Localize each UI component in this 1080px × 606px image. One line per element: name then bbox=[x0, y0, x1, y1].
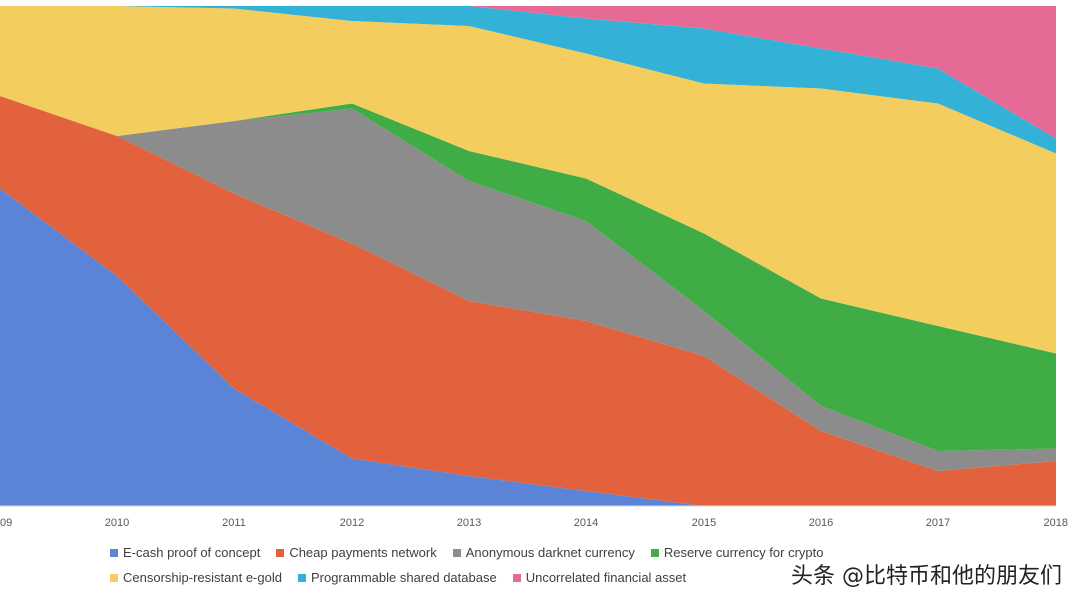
area-reserve-currency-for-crypto bbox=[0, 96, 1056, 451]
legend-label: Cheap payments network bbox=[289, 545, 437, 560]
x-tick-label: 2012 bbox=[340, 517, 364, 529]
legend-swatch bbox=[110, 573, 118, 582]
legend-swatch bbox=[650, 548, 659, 557]
x-tick-label: 2013 bbox=[457, 517, 481, 529]
legend-row-2: Censorship-resistant e-gold Programmable … bbox=[110, 565, 910, 590]
legend-item: Anonymous darknet currency bbox=[452, 545, 635, 560]
x-tick-label: 2010 bbox=[105, 517, 129, 529]
area-uncorrelated-financial-asset bbox=[0, 6, 1056, 139]
legend-item: Cheap payments network bbox=[276, 545, 437, 560]
x-tick-label: 2018 bbox=[1044, 517, 1068, 529]
area-censorship-resistant-e-gold bbox=[0, 6, 1056, 354]
x-tick-label: 09 bbox=[0, 517, 12, 529]
area-cheap-payments-network bbox=[0, 96, 1056, 506]
area-anonymous-darknet-currency bbox=[0, 96, 1056, 471]
legend-label: Censorship-resistant e-gold bbox=[123, 570, 282, 585]
legend-item: Programmable shared database bbox=[297, 570, 497, 585]
legend-item: Uncorrelated financial asset bbox=[512, 570, 687, 585]
legend-swatch bbox=[297, 573, 306, 582]
legend-label: Anonymous darknet currency bbox=[465, 545, 635, 560]
x-tick-label: 2014 bbox=[574, 517, 598, 529]
legend-item: Reserve currency for crypto bbox=[650, 545, 824, 560]
area-e-cash-proof-of-concept bbox=[0, 188, 1056, 506]
legend-label: Programmable shared database bbox=[310, 570, 497, 585]
watermark-text: 头条 @比特币和他的朋友们 bbox=[791, 564, 1062, 589]
x-tick-label: 2015 bbox=[692, 517, 716, 529]
legend-swatch bbox=[276, 548, 285, 557]
x-axis-ticks: 09 2010 2011 2012 2013 2014 2015 2016 2017 2018 bbox=[0, 517, 1068, 529]
legend-item: Censorship-resistant e-gold bbox=[110, 570, 282, 585]
area-programmable-shared-database bbox=[0, 6, 1056, 154]
area-series-group bbox=[0, 6, 1056, 506]
x-tick-label: 2011 bbox=[222, 517, 246, 529]
legend-swatch bbox=[110, 548, 118, 557]
x-tick-label: 2016 bbox=[809, 517, 833, 529]
legend-row-1: E-cash proof of concept Cheap payments ne… bbox=[110, 540, 910, 565]
legend-label: Uncorrelated financial asset bbox=[525, 570, 687, 585]
legend-label: Reserve currency for crypto bbox=[663, 545, 824, 560]
legend: E-cash proof of concept Cheap payments ne… bbox=[110, 540, 910, 590]
legend-swatch bbox=[452, 548, 461, 557]
x-tick-label: 2017 bbox=[926, 517, 950, 529]
stacked-area-chart: 09 2010 2011 2012 2013 2014 2015 2016 2017 2018 bbox=[0, 6, 1068, 529]
legend-swatch bbox=[512, 573, 521, 582]
legend-item: E-cash proof of concept bbox=[110, 545, 260, 560]
legend-label: E-cash proof of concept bbox=[123, 545, 261, 560]
